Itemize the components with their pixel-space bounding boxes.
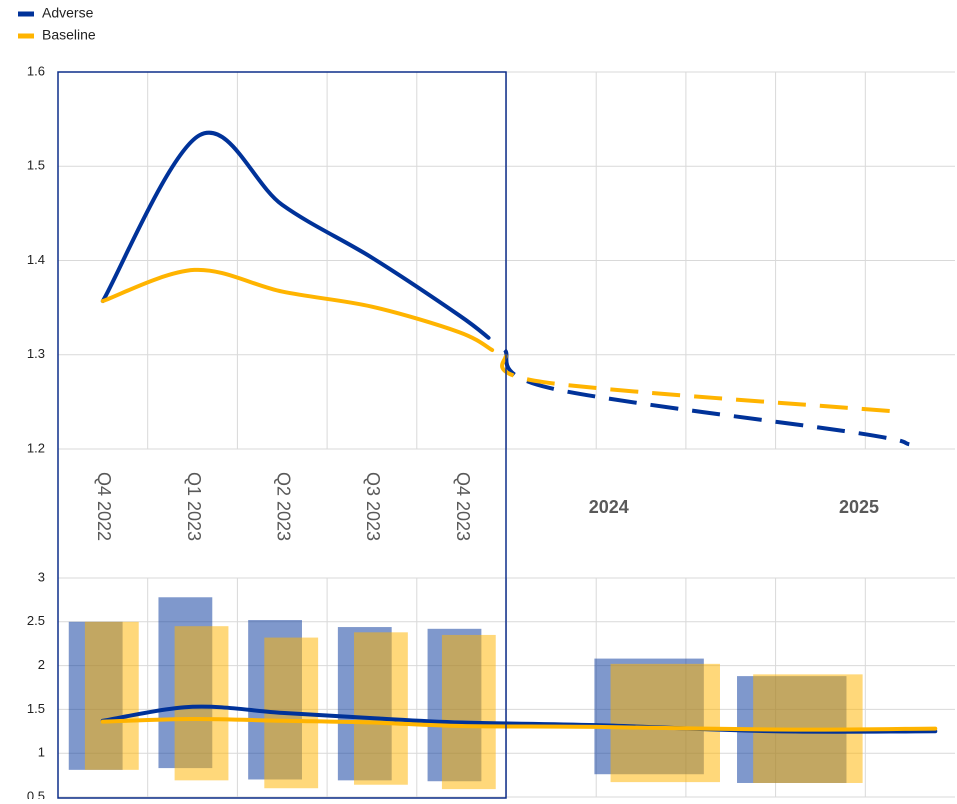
x-tick-label: Q1 2023 [184, 472, 204, 541]
range-bar [610, 663, 720, 783]
legend-label: Adverse [42, 5, 94, 21]
y-tick-label: 1.2 [27, 440, 45, 455]
line [100, 130, 491, 340]
line [100, 267, 495, 353]
y-tick-label: 1.5 [27, 701, 45, 716]
y-tick-label: 2 [38, 657, 45, 672]
y-tick-label: 2.5 [27, 613, 45, 628]
y-tick-label: 0.5 [27, 788, 45, 799]
y-tick-label: 1.3 [27, 346, 45, 361]
range-bar [174, 626, 229, 781]
x-tick-label: 2024 [589, 497, 629, 517]
x-tick-label: Q2 2023 [274, 472, 294, 541]
y-tick-label: 1.5 [27, 158, 45, 173]
line [503, 348, 910, 447]
x-tick-label: Q3 2023 [363, 472, 383, 541]
y-tick-label: 1.4 [27, 252, 45, 267]
x-tick-label: Q4 2023 [453, 472, 473, 541]
range-bar [441, 634, 496, 790]
range-bar [354, 632, 408, 785]
line [500, 353, 894, 414]
highlight-box [57, 71, 507, 799]
range-bar [84, 621, 139, 770]
x-tick-label: 2025 [839, 497, 879, 517]
x-tick-label: Q4 2022 [94, 472, 114, 541]
legend-label: Baseline [42, 27, 96, 43]
y-tick-label: 1 [38, 745, 45, 760]
y-tick-label: 1.6 [27, 63, 45, 78]
line [100, 717, 938, 732]
y-tick-label: 3 [38, 569, 45, 584]
